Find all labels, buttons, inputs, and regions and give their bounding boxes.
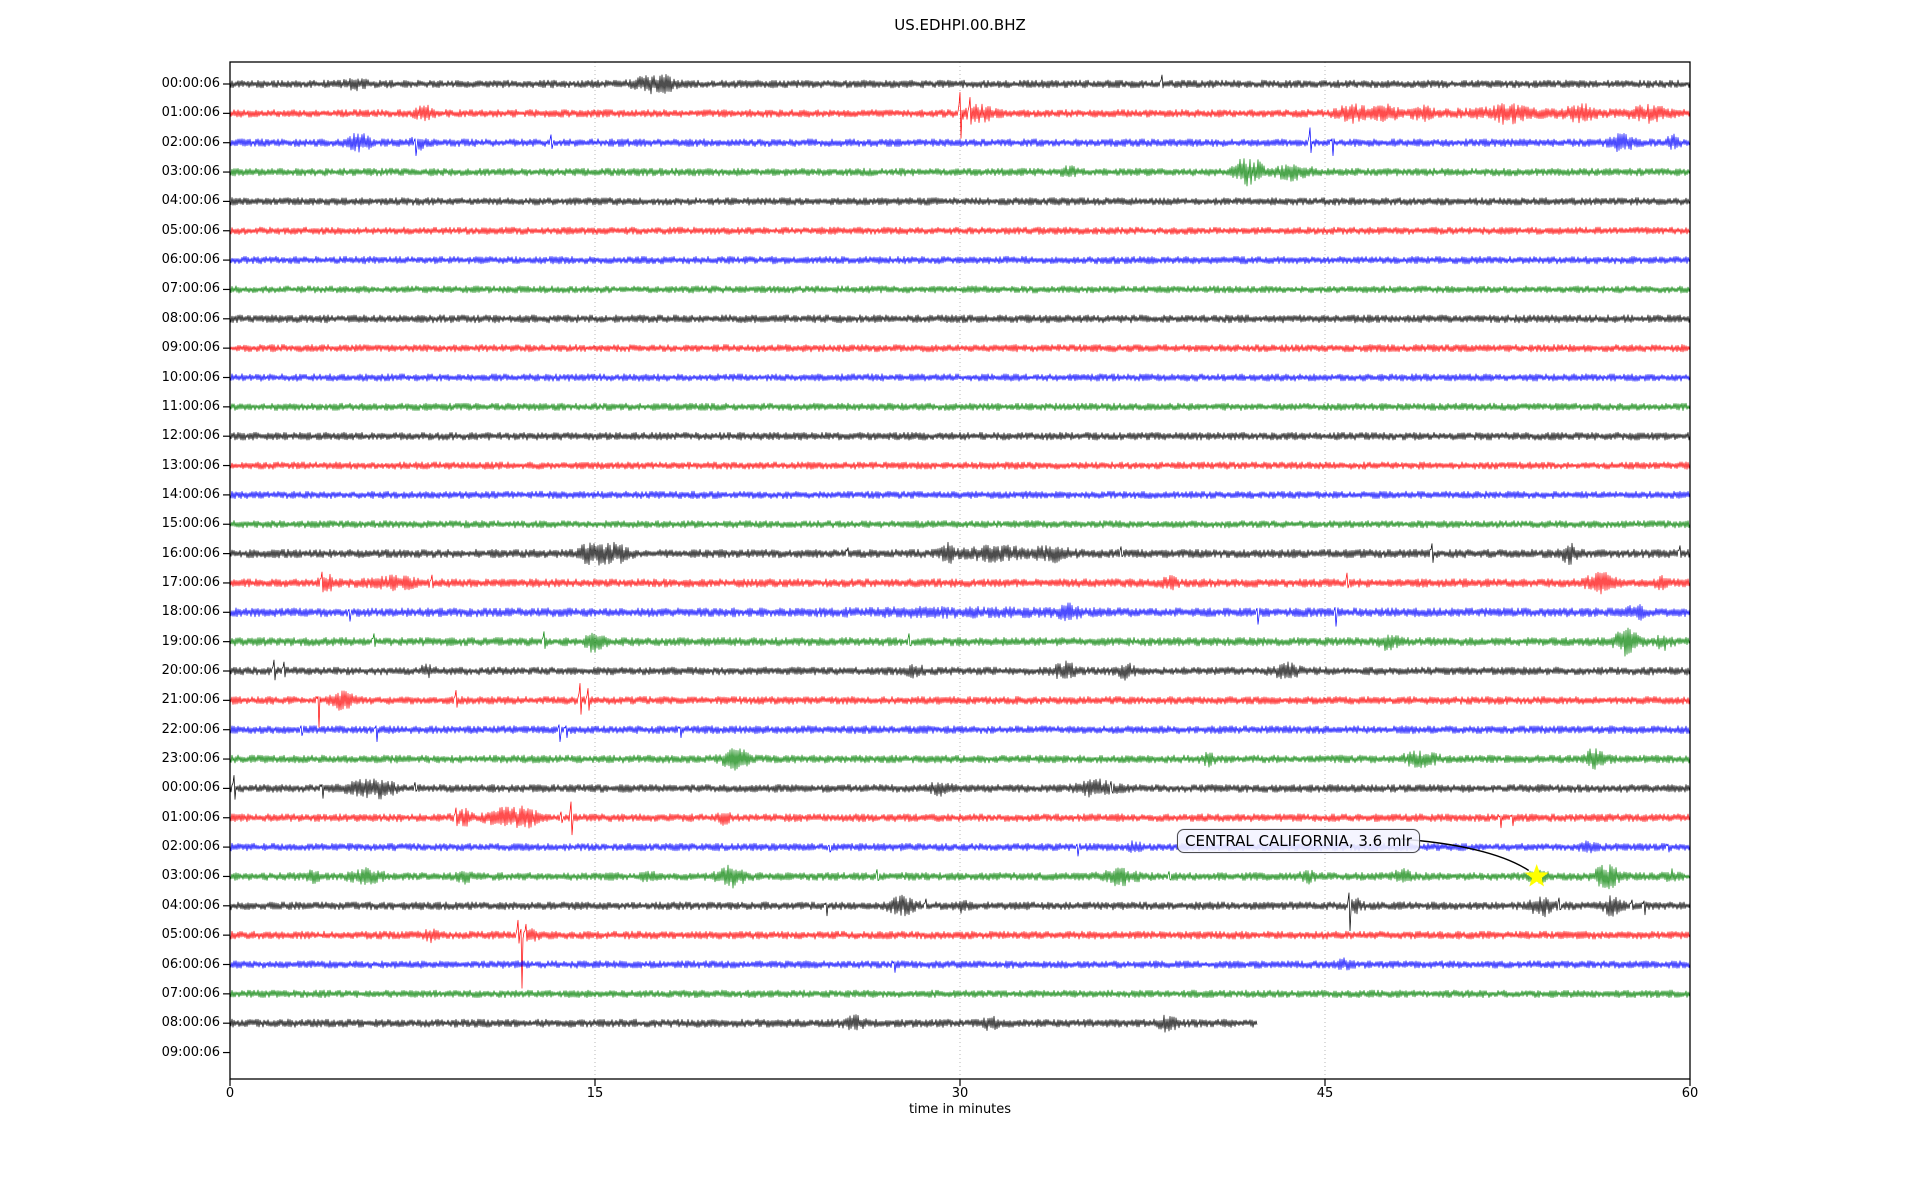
trace-row-22-22:00:06 <box>229 724 1691 743</box>
trace-row-10-10:00:06 <box>229 373 1691 382</box>
event-annotation-label: CENTRAL CALIFORNIA, 3.6 mlr <box>1185 832 1412 850</box>
x-tick-label-45: 45 <box>1316 1086 1334 1101</box>
trace-row-24-00:00:06 <box>229 775 1691 800</box>
trace-row-3-03:00:06 <box>229 158 1691 187</box>
row-label-9: 09:00:06 <box>161 340 220 356</box>
row-label-8: 08:00:06 <box>161 310 220 326</box>
row-label-31: 07:00:06 <box>161 985 220 1001</box>
x-tick-label-0: 0 <box>225 1086 235 1101</box>
trace-row-27-03:00:06 <box>229 864 1691 890</box>
x-tick-label-60: 60 <box>1681 1086 1699 1101</box>
trace-row-21-21:00:06 <box>229 683 1691 728</box>
row-label-1: 01:00:06 <box>161 105 220 121</box>
row-label-12: 12:00:06 <box>161 428 220 444</box>
event-star-icon <box>1524 864 1549 887</box>
trace-row-19-19:00:06 <box>229 627 1691 657</box>
trace-row-4-04:00:06 <box>229 197 1691 206</box>
trace-row-7-07:00:06 <box>229 285 1691 294</box>
trace-row-26-02:00:06 <box>229 840 1691 857</box>
row-label-21: 21:00:06 <box>161 692 220 708</box>
row-label-3: 03:00:06 <box>161 164 220 180</box>
trace-row-15-15:00:06 <box>229 520 1691 529</box>
trace-row-13-13:00:06 <box>229 461 1691 470</box>
trace-row-25-01:00:06 <box>229 801 1691 836</box>
row-label-19: 19:00:06 <box>161 633 220 649</box>
row-label-28: 04:00:06 <box>161 897 220 913</box>
row-label-23: 23:00:06 <box>161 751 220 767</box>
row-label-18: 18:00:06 <box>161 604 220 620</box>
trace-row-18-18:00:06 <box>229 602 1691 627</box>
trace-row-31-07:00:06 <box>229 989 1691 999</box>
row-label-24: 00:00:06 <box>161 780 220 796</box>
row-label-32: 08:00:06 <box>161 1015 220 1031</box>
row-label-15: 15:00:06 <box>161 516 220 532</box>
trace-row-8-08:00:06 <box>229 314 1691 324</box>
x-tick-label-30: 30 <box>951 1086 969 1101</box>
row-label-33: 09:00:06 <box>161 1044 220 1060</box>
row-label-10: 10:00:06 <box>161 369 220 385</box>
row-label-2: 02:00:06 <box>161 134 220 150</box>
trace-row-23-23:00:06 <box>229 748 1691 771</box>
row-label-30: 06:00:06 <box>161 956 220 972</box>
trace-row-20-20:00:06 <box>229 659 1691 681</box>
row-label-20: 20:00:06 <box>161 663 220 678</box>
event-annotation-box: CENTRAL CALIFORNIA, 3.6 mlr <box>1177 829 1420 853</box>
trace-row-17-17:00:06 <box>229 571 1691 595</box>
chart-title: US.EDHPI.00.BHZ <box>894 16 1026 34</box>
row-label-29: 05:00:06 <box>161 927 220 943</box>
trace-row-14-14:00:06 <box>229 490 1691 500</box>
trace-row-1-01:00:06 <box>229 91 1691 139</box>
trace-row-0-00:00:06 <box>229 74 1691 95</box>
trace-row-29-05:00:06 <box>229 919 1691 989</box>
trace-row-30-06:00:06 <box>229 957 1691 973</box>
trace-row-6-06:00:06 <box>229 255 1691 265</box>
row-label-14: 14:00:06 <box>161 486 220 502</box>
trace-row-5-05:00:06 <box>229 226 1691 235</box>
trace-row-2-02:00:06 <box>229 127 1691 157</box>
trace-row-12-12:00:06 <box>229 431 1691 441</box>
row-label-6: 06:00:06 <box>161 252 220 268</box>
trace-row-11-11:00:06 <box>229 402 1691 411</box>
trace-row-9-09:00:06 <box>229 344 1691 353</box>
x-axis-label: time in minutes <box>908 1102 1012 1117</box>
row-label-17: 17:00:06 <box>161 574 220 590</box>
row-label-26: 02:00:06 <box>161 839 220 855</box>
row-label-16: 16:00:06 <box>161 545 220 561</box>
x-tick-label-15: 15 <box>586 1086 604 1101</box>
row-label-0: 00:00:06 <box>161 76 220 91</box>
row-label-5: 05:00:06 <box>161 222 220 238</box>
row-label-13: 13:00:06 <box>161 457 220 473</box>
trace-row-28-04:00:06 <box>229 892 1691 932</box>
row-label-7: 07:00:06 <box>161 281 220 297</box>
annotation-arrow <box>1400 838 1530 872</box>
trace-row-32-08:00:06 <box>229 1014 1258 1033</box>
trace-row-16-16:00:06 <box>229 541 1691 566</box>
row-label-4: 04:00:06 <box>161 193 220 209</box>
row-label-11: 11:00:06 <box>161 398 220 414</box>
row-label-22: 22:00:06 <box>161 721 220 737</box>
row-label-27: 03:00:06 <box>161 868 220 884</box>
row-label-25: 01:00:06 <box>161 809 220 825</box>
